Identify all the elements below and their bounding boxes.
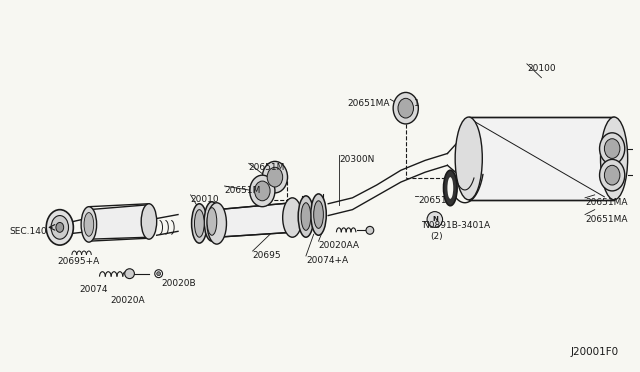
Polygon shape xyxy=(89,205,149,239)
Text: 20651MA: 20651MA xyxy=(585,215,627,224)
Text: J20001F0: J20001F0 xyxy=(571,347,619,357)
Text: N: N xyxy=(432,217,438,222)
Ellipse shape xyxy=(46,210,74,245)
Ellipse shape xyxy=(398,98,413,118)
Circle shape xyxy=(155,270,163,278)
Text: 20074+A: 20074+A xyxy=(306,256,348,265)
Text: 20695+A: 20695+A xyxy=(57,257,99,266)
Ellipse shape xyxy=(311,194,326,235)
Text: 20074: 20074 xyxy=(79,285,108,295)
Ellipse shape xyxy=(250,175,275,207)
Text: 20010: 20010 xyxy=(191,195,220,204)
Ellipse shape xyxy=(191,204,207,243)
Circle shape xyxy=(427,212,443,227)
Text: SEC.140: SEC.140 xyxy=(10,227,47,236)
Text: N0891B-3401A: N0891B-3401A xyxy=(422,221,490,231)
Ellipse shape xyxy=(267,167,283,187)
Circle shape xyxy=(366,227,374,234)
Text: 20651MA: 20651MA xyxy=(585,198,627,207)
Ellipse shape xyxy=(204,202,220,241)
Text: (2): (2) xyxy=(430,232,443,241)
Text: 20020AA: 20020AA xyxy=(319,241,360,250)
Ellipse shape xyxy=(455,117,483,200)
Ellipse shape xyxy=(604,139,620,158)
Ellipse shape xyxy=(393,92,419,124)
Polygon shape xyxy=(468,117,614,200)
Ellipse shape xyxy=(301,203,311,230)
Ellipse shape xyxy=(600,133,625,164)
Ellipse shape xyxy=(207,208,217,235)
Text: 20100: 20100 xyxy=(527,64,556,73)
Text: 20300N: 20300N xyxy=(339,155,374,164)
Text: 20651MA: 20651MA xyxy=(348,99,390,108)
Circle shape xyxy=(125,269,134,279)
Text: 20651: 20651 xyxy=(419,196,447,205)
Text: 20020B: 20020B xyxy=(161,279,196,288)
Ellipse shape xyxy=(255,181,270,201)
Ellipse shape xyxy=(314,201,323,228)
Ellipse shape xyxy=(444,170,457,206)
Ellipse shape xyxy=(600,160,625,191)
Ellipse shape xyxy=(298,196,314,237)
Polygon shape xyxy=(217,203,292,237)
Circle shape xyxy=(157,272,161,276)
Ellipse shape xyxy=(56,222,63,232)
Ellipse shape xyxy=(195,210,204,237)
Ellipse shape xyxy=(84,212,93,236)
Ellipse shape xyxy=(141,204,157,239)
Ellipse shape xyxy=(447,177,453,199)
Text: 20651M: 20651M xyxy=(249,163,285,172)
Ellipse shape xyxy=(51,215,68,239)
Ellipse shape xyxy=(283,198,302,237)
Text: 1: 1 xyxy=(413,99,419,108)
Ellipse shape xyxy=(600,117,628,200)
Text: 20695: 20695 xyxy=(253,251,281,260)
Text: 20651M: 20651M xyxy=(225,186,261,195)
Ellipse shape xyxy=(207,203,227,244)
Ellipse shape xyxy=(262,161,287,193)
Ellipse shape xyxy=(81,207,97,242)
Ellipse shape xyxy=(604,165,620,185)
Text: 20020A: 20020A xyxy=(110,296,145,305)
